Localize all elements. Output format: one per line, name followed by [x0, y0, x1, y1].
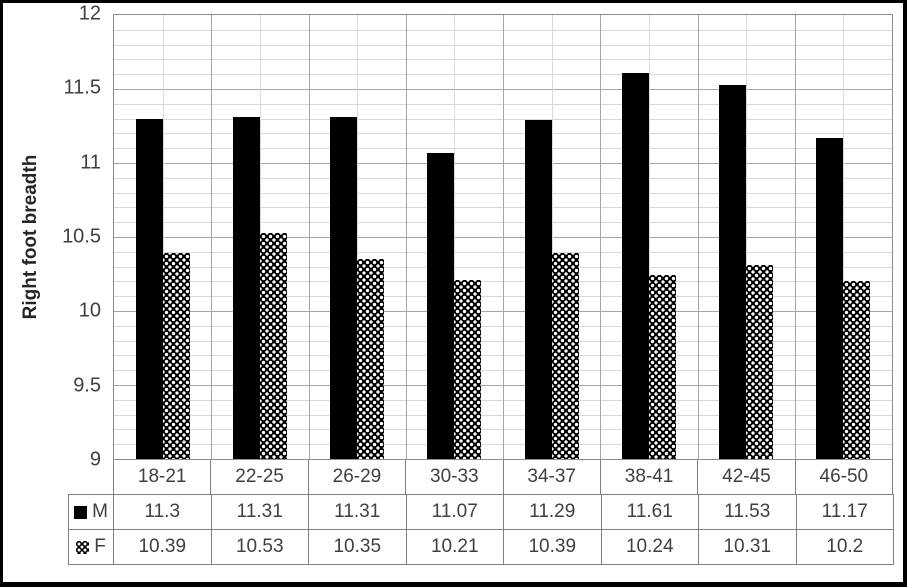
bar-f-22-25 [259, 232, 287, 459]
bar-m-22-25 [232, 117, 260, 459]
x-axis-label: 22-25 [211, 460, 309, 494]
table-value: 10.39 [114, 530, 212, 565]
x-axis-label: 18-21 [114, 460, 212, 494]
gridline-vertical [600, 15, 602, 459]
plot-area [113, 14, 893, 460]
gridline-vertical [454, 15, 456, 459]
table-value: 11.29 [504, 495, 602, 530]
legend-key-f-icon [76, 540, 90, 554]
table-value: 11.31 [211, 495, 309, 530]
table-value: 10.31 [699, 530, 797, 565]
x-axis-label: 30-33 [406, 460, 504, 494]
bar-m-30-33 [427, 152, 455, 459]
bar-m-26-29 [330, 117, 358, 459]
y-axis-tick-label: 11.5 [63, 76, 101, 99]
y-axis-tick-label: 11 [80, 151, 101, 174]
table-value: 10.35 [309, 530, 407, 565]
gridline-vertical [357, 15, 359, 459]
y-axis-tick-labels: 12 11.5 11 10.5 10 9.5 9 [41, 3, 101, 582]
bar-f-18-21 [162, 253, 190, 459]
y-axis-tick-label: 10.5 [62, 225, 101, 248]
bar-f-34-37 [551, 253, 579, 459]
gridline-vertical [551, 15, 553, 459]
x-axis-label: 26-29 [309, 460, 407, 494]
bar-f-26-29 [357, 259, 385, 459]
gridline-vertical [794, 15, 796, 459]
y-axis-tick-label: 9 [89, 448, 101, 471]
table-value: 11.61 [601, 495, 699, 530]
y-axis-tick-label: 9.5 [73, 374, 101, 397]
table-value: 10.53 [211, 530, 309, 565]
gridline-vertical [648, 15, 650, 459]
x-axis-label: 38-41 [601, 460, 699, 494]
table-value: 11.17 [796, 495, 894, 530]
data-table: M 11.3 11.31 11.31 11.07 11.29 11.61 11.53 11.17… [68, 494, 894, 565]
bar-m-42-45 [719, 84, 747, 459]
legend-key-m-icon [74, 505, 88, 519]
gridline-vertical [503, 15, 504, 459]
bar-f-38-41 [648, 275, 676, 459]
gridline-vertical [405, 15, 407, 459]
table-value: 11.53 [699, 495, 797, 530]
legend-cell-m: M [69, 495, 114, 530]
bar-f-42-45 [746, 265, 774, 459]
gridline-vertical [746, 15, 748, 459]
bar-m-38-41 [621, 72, 649, 459]
x-axis-label: 42-45 [698, 460, 796, 494]
table-value: 10.2 [796, 530, 894, 565]
table-value: 11.07 [406, 495, 504, 530]
y-axis-title: Right foot breadth [20, 154, 41, 320]
gridline-vertical [697, 15, 699, 459]
bar-m-34-37 [524, 120, 552, 459]
bar-m-46-50 [816, 137, 844, 459]
bar-m-18-21 [135, 118, 163, 459]
legend-label-m: M [92, 501, 108, 522]
x-axis-label: 34-37 [504, 460, 601, 494]
gridline-vertical [843, 15, 845, 459]
bar-f-46-50 [843, 281, 871, 459]
bar-f-30-33 [454, 279, 482, 459]
table-value: 11.31 [309, 495, 407, 530]
table-row-f: F 10.39 10.53 10.35 10.21 10.39 10.24 10.31 10.2 [69, 530, 894, 565]
x-axis-labels: 18-21 22-25 26-29 30-33 34-37 38-41 42-45 46-50 [113, 460, 893, 494]
gridline-vertical [308, 15, 310, 459]
y-axis-tick-label: 12 [78, 2, 101, 25]
table-value: 10.39 [504, 530, 602, 565]
y-axis-tick-label: 10 [78, 299, 101, 322]
legend-cell-f: F [69, 530, 114, 565]
table-value: 10.24 [601, 530, 699, 565]
table-value: 10.21 [406, 530, 504, 565]
legend-label-f: F [94, 536, 106, 557]
gridline-vertical [162, 15, 164, 459]
table-value: 11.3 [114, 495, 212, 530]
x-axis-label: 46-50 [796, 460, 893, 494]
gridline-vertical [211, 15, 213, 459]
table-row-m: M 11.3 11.31 11.31 11.07 11.29 11.61 11.53 11.17 [69, 495, 894, 530]
